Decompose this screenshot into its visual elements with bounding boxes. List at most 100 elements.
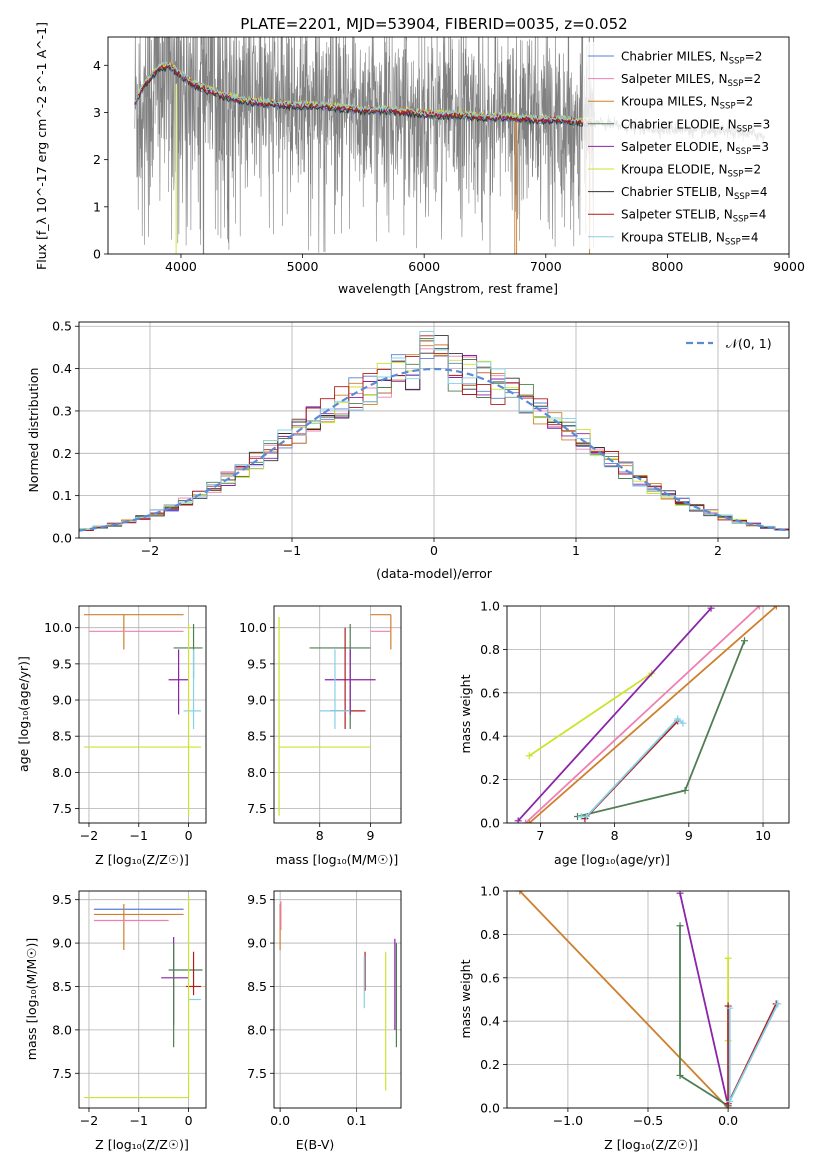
x-tick-label: 0.0 <box>718 1113 738 1128</box>
x-axis-label: (data-model)/error <box>376 566 493 581</box>
y-tick-label: 7.5 <box>247 1066 267 1081</box>
mass-weight-marker <box>522 819 530 823</box>
x-tick-label: −1.0 <box>553 1113 583 1128</box>
x-tick-label: −2 <box>80 1113 98 1128</box>
legend-label: Kroupa STELIB, NSSP=4 <box>621 230 759 247</box>
mass-weight-marker <box>516 891 524 895</box>
legend-label: Salpeter STELIB, NSSP=4 <box>621 208 766 225</box>
plot-area-residuals <box>79 331 789 532</box>
mass-weight-line <box>528 672 653 757</box>
figure-title: PLATE=2201, MJD=53904, FIBERID=0035, z=0… <box>240 15 627 33</box>
x-tick-label: 8 <box>611 828 619 843</box>
y-tick-label: 9.5 <box>247 892 267 907</box>
mass-weight-marker <box>681 786 689 794</box>
mass-weight-marker <box>726 1097 734 1105</box>
mass-weight-line <box>728 1003 779 1102</box>
x-tick-label: 8000 <box>651 259 683 274</box>
y-tick-label: 0 <box>93 247 101 262</box>
spectrum-model-line <box>134 61 595 124</box>
x-tick-label: 0.0 <box>270 1113 290 1128</box>
x-axis-label: E(B-V) <box>296 1137 335 1152</box>
panel-mass_vs_EBV: 0.0 0.1 7.5 8.0 8.5 9.0 9.5 E(B-V) <box>247 890 402 1152</box>
x-tick-label: −1 <box>130 1113 148 1128</box>
y-tick-label: 3 <box>93 105 101 120</box>
y-tick-label: 0.1 <box>52 488 72 503</box>
y-tick-label: 9.0 <box>52 936 72 951</box>
axes-frame <box>273 890 402 1109</box>
plot-area-mw_vs_age <box>514 606 780 823</box>
x-tick-label: 7000 <box>530 259 562 274</box>
spectrum-model-drop <box>514 121 518 254</box>
y-tick-label: 1.0 <box>480 884 500 899</box>
normal-curve <box>79 367 789 532</box>
mass-weight-marker <box>582 812 590 820</box>
y-tick-label: 7.5 <box>52 801 72 816</box>
x-tick-label: −0.5 <box>633 1113 663 1128</box>
mass-weight-line <box>528 606 777 823</box>
y-tick-label: 10.0 <box>239 620 267 635</box>
panel-mw_vs_Z: −1.0 −0.5 0.0 0.0 0.2 0.4 0.6 0.8 1.0 Z [log₁₀(Z/… <box>458 884 790 1152</box>
x-axis-label: Z [log₁₀(Z/Z☉)] <box>95 852 189 867</box>
y-tick-label: 0.4 <box>480 1014 500 1029</box>
legend-label: Salpeter MILES, NSSP=2 <box>621 72 761 89</box>
x-tick-label: 7 <box>536 828 544 843</box>
y-tick-label: 10.0 <box>44 620 72 635</box>
panel-mass_vs_Z: −2 −1 0 7.5 8.0 8.5 9.0 9.5 Z [log₁₀(Z/Z☉)] mass … <box>24 890 207 1152</box>
legend-label: Kroupa MILES, NSSP=2 <box>621 95 753 112</box>
y-tick-label: 9.5 <box>52 892 72 907</box>
panel-age_vs_mass: 8 9 7.5 8.0 8.5 9.0 9.5 10.0 mass [log₁₀(M/M☉)] <box>239 605 402 867</box>
x-tick-label: 0 <box>430 543 438 558</box>
x-axis-label: age [log₁₀(age/yr)] <box>554 852 670 867</box>
y-tick-label: 2 <box>93 152 101 167</box>
panel-age_vs_Z: −2 −1 0 7.5 8.0 8.5 9.0 9.5 10.0 Z [log₁₀(Z/Z☉)] a… <box>16 605 207 867</box>
y-tick-label: 0.0 <box>480 816 500 831</box>
mass-weight-marker <box>679 719 687 727</box>
y-tick-label: 8.5 <box>52 979 72 994</box>
x-tick-label: 8 <box>316 828 324 843</box>
y-tick-label: 8.0 <box>52 765 72 780</box>
y-tick-label: 0.2 <box>480 772 500 787</box>
x-axis-label: Z [log₁₀(Z/Z☉)] <box>95 1137 189 1152</box>
y-axis-label: mass [log₁₀(M/M☉)] <box>24 938 39 1060</box>
mass-weight-marker <box>755 606 763 610</box>
y-axis-label: Flux [f_λ 10^-17 erg cm^-2 s^-1 A^-1] <box>34 22 49 270</box>
mass-weight-marker <box>676 891 684 897</box>
x-tick-label: −2 <box>80 828 98 843</box>
mass-weight-marker <box>676 922 684 930</box>
x-tick-label: 5000 <box>287 259 319 274</box>
x-axis-label: mass [log₁₀(M/M☉)] <box>276 852 398 867</box>
y-tick-label: 0.4 <box>480 729 500 744</box>
mass-weight-line <box>517 607 712 822</box>
y-tick-label: 9.5 <box>247 656 267 671</box>
x-tick-label: 9000 <box>773 259 805 274</box>
mass-weight-marker <box>676 1071 684 1079</box>
mass-weight-marker <box>724 954 732 962</box>
x-tick-label: −1 <box>130 828 148 843</box>
y-tick-label: 8.0 <box>247 1022 267 1037</box>
y-tick-label: 0.6 <box>480 970 500 985</box>
legend-label: 𝒩(0, 1) <box>726 336 772 351</box>
legend-label: Chabrier ELODIE, NSSP=3 <box>621 117 770 134</box>
x-tick-label: 2 <box>714 543 722 558</box>
plot-area-age_vs_Z <box>83 614 203 816</box>
x-tick-label: 0 <box>185 1113 193 1128</box>
axes-frame <box>78 605 207 824</box>
mass-weight-marker <box>726 1004 734 1012</box>
y-tick-label: 8.0 <box>52 1022 72 1037</box>
mass-weight-line <box>524 606 760 823</box>
y-axis-label: Normed distribution <box>26 368 41 493</box>
plot-area-mw_vs_Z <box>516 891 782 1108</box>
x-tick-label: 6000 <box>408 259 440 274</box>
legend: Chabrier MILES, NSSP=2 Salpeter MILES, NS… <box>583 42 786 249</box>
y-tick-label: 0.4 <box>52 361 72 376</box>
mass-weight-marker <box>774 1000 782 1008</box>
x-tick-label: 0.1 <box>347 1113 367 1128</box>
mass-weight-line <box>679 925 729 1107</box>
y-tick-label: 0.8 <box>480 642 500 657</box>
axes-frame <box>78 890 207 1109</box>
y-tick-label: 7.5 <box>247 801 267 816</box>
x-tick-label: 0 <box>185 828 193 843</box>
mass-weight-line <box>519 891 729 1108</box>
y-tick-label: 8.5 <box>247 979 267 994</box>
x-tick-label: 1 <box>572 543 580 558</box>
